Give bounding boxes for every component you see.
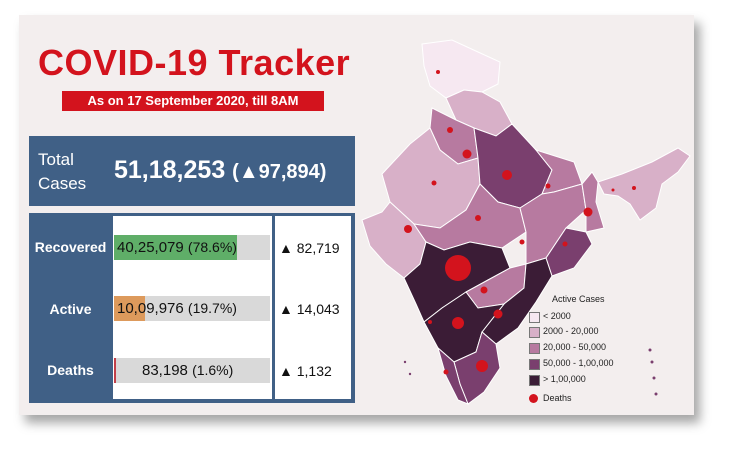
legend-label: 50,000 - 1,00,000 bbox=[543, 358, 614, 368]
active-label: Active bbox=[49, 301, 92, 317]
island-dot bbox=[403, 360, 407, 364]
death-marker[interactable] bbox=[480, 286, 488, 294]
legend-deaths-label: Deaths bbox=[543, 393, 572, 403]
stats-panel: Recovered Active Deaths 40,25,079 (78.6%… bbox=[29, 213, 355, 403]
recovered-change: ▲ 82,719 bbox=[279, 240, 340, 256]
death-marker[interactable] bbox=[611, 188, 615, 192]
island-dot bbox=[654, 392, 658, 396]
death-marker[interactable] bbox=[436, 70, 440, 74]
death-marker[interactable] bbox=[632, 186, 636, 190]
region-jharkhand-chhattisgarh[interactable] bbox=[519, 183, 587, 265]
active-bar-fill bbox=[114, 296, 145, 321]
death-marker[interactable] bbox=[431, 180, 437, 186]
active-number: 10,09,976 bbox=[117, 300, 184, 317]
legend-swatch bbox=[529, 343, 540, 354]
legend-label: > 1,00,000 bbox=[543, 374, 586, 384]
death-marker[interactable] bbox=[443, 369, 449, 375]
column-divider bbox=[272, 216, 275, 399]
legend-label: 20,000 - 50,000 bbox=[543, 342, 607, 352]
legend-swatch bbox=[529, 375, 540, 386]
recovered-bar-fill bbox=[114, 235, 237, 260]
region-northeast[interactable] bbox=[597, 147, 691, 221]
deaths-percent: (1.6%) bbox=[192, 362, 234, 378]
legend-swatch bbox=[529, 359, 540, 370]
death-marker-gujarat[interactable] bbox=[404, 225, 412, 233]
death-marker[interactable] bbox=[519, 239, 525, 245]
legend-swatch bbox=[529, 327, 540, 338]
page-title: COVID-19 Tracker bbox=[38, 42, 351, 83]
legend-label: 2000 - 20,000 bbox=[543, 326, 599, 336]
death-marker[interactable] bbox=[447, 127, 453, 133]
deaths-bar-fill bbox=[114, 358, 117, 383]
active-percent: (19.7%) bbox=[187, 300, 237, 316]
death-marker-west-bengal[interactable] bbox=[583, 207, 593, 217]
deaths-label: Deaths bbox=[47, 362, 94, 378]
total-label-line1: Total bbox=[38, 150, 74, 169]
total-value-number: 51,18,253 bbox=[114, 156, 226, 184]
death-marker-tamil-nadu[interactable] bbox=[476, 360, 488, 372]
recovered-value: 40,25,079 (78.6%) bbox=[117, 235, 237, 260]
total-cases-panel: Total Cases 51,18,253 (▲97,894) bbox=[29, 136, 355, 206]
deaths-bar: 83,198 (1.6%) bbox=[114, 358, 270, 383]
active-bar: 10,09,976 (19.7%) bbox=[114, 296, 270, 321]
region-jammu-kashmir[interactable] bbox=[421, 39, 501, 99]
recovered-bar: 40,25,079 (78.6%) bbox=[114, 235, 270, 260]
recovered-percent: (78.6%) bbox=[187, 239, 237, 255]
deaths-number: 83,198 bbox=[142, 362, 188, 379]
legend-swatch bbox=[529, 312, 540, 323]
deaths-change: ▲ 1,132 bbox=[279, 363, 332, 379]
total-cases-label: Total Cases bbox=[38, 148, 108, 196]
death-marker-karnataka[interactable] bbox=[452, 317, 464, 329]
india-map bbox=[361, 39, 691, 405]
date-banner: As on 17 September 2020, till 8AM bbox=[62, 91, 324, 111]
active-value: 10,09,976 (19.7%) bbox=[117, 296, 237, 321]
recovered-number: 40,25,079 bbox=[117, 239, 184, 256]
death-marker[interactable] bbox=[562, 241, 568, 247]
total-change: (▲97,894) bbox=[232, 161, 327, 183]
deaths-value: 83,198 (1.6%) bbox=[142, 358, 233, 383]
region-kerala[interactable] bbox=[437, 346, 469, 405]
island-dot bbox=[650, 360, 654, 364]
total-label-line2: Cases bbox=[38, 174, 87, 193]
death-marker-delhi[interactable] bbox=[462, 149, 472, 159]
recovered-label: Recovered bbox=[34, 239, 107, 255]
death-marker[interactable] bbox=[545, 183, 551, 189]
death-marker[interactable] bbox=[475, 215, 481, 221]
island-dot bbox=[648, 348, 652, 352]
total-cases-value: 51,18,253 (▲97,894) bbox=[114, 156, 326, 185]
deaths-swatch-icon bbox=[529, 394, 538, 403]
death-marker[interactable] bbox=[428, 320, 432, 324]
death-marker-maharashtra[interactable] bbox=[445, 255, 471, 281]
stats-inner: 40,25,079 (78.6%) ▲ 82,719 10,09,976 (19… bbox=[113, 216, 351, 399]
island-dot bbox=[408, 372, 412, 376]
death-marker-uttar-pradesh[interactable] bbox=[502, 170, 512, 180]
active-change: ▲ 14,043 bbox=[279, 301, 340, 317]
death-marker-andhra[interactable] bbox=[493, 309, 503, 319]
island-dot bbox=[652, 376, 656, 380]
legend-label: < 2000 bbox=[543, 311, 571, 321]
legend-title: Active Cases bbox=[552, 294, 605, 304]
